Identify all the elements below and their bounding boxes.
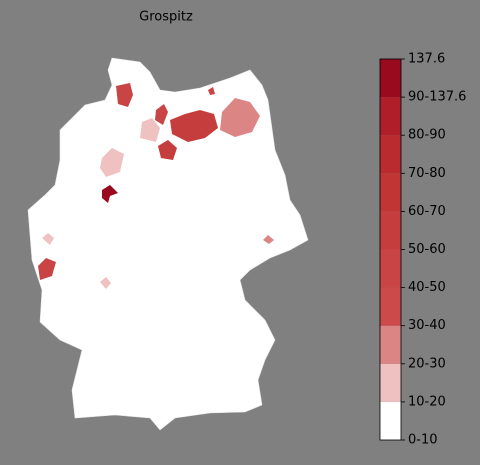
colorbar-segment <box>380 211 401 250</box>
colorbar-tick-label: 20-30 <box>408 356 446 371</box>
colorbar-tick-label: 40-50 <box>408 280 446 295</box>
colorbar-segment <box>380 59 401 98</box>
region <box>263 235 274 244</box>
region <box>208 87 215 95</box>
region <box>100 277 111 289</box>
colorbar-segment <box>380 135 401 174</box>
colorbar-segment <box>380 249 401 288</box>
region <box>100 148 124 177</box>
colorbar-segment <box>380 401 401 440</box>
region <box>220 98 260 137</box>
colorbar-tick-label: 10-20 <box>408 394 446 409</box>
region <box>116 83 133 107</box>
colorbar-segment <box>380 325 401 364</box>
region <box>140 118 160 142</box>
region <box>158 140 177 160</box>
colorbar-tick-label: 60-70 <box>408 204 446 219</box>
colorbar-tick-label: 30-40 <box>408 318 446 333</box>
colorbar-tick-label: 80-90 <box>408 128 446 143</box>
region <box>155 104 168 125</box>
germany-map <box>27 57 309 431</box>
region <box>38 258 56 280</box>
colorbar-segment <box>380 97 401 136</box>
colorbar-segment <box>380 363 401 402</box>
region <box>42 233 54 245</box>
region <box>170 110 218 142</box>
map-title: Grospitz <box>139 10 193 25</box>
colorbar-segment <box>380 287 401 326</box>
region <box>102 185 118 203</box>
country-outline <box>27 57 309 431</box>
colorbar-tick-label: 50-60 <box>408 242 446 257</box>
colorbar: 0-10 10-20 20-30 30-40 40-50 50-60 60-70 70-80 8… <box>379 52 466 448</box>
colorbar-segment <box>380 173 401 212</box>
colorbar-tick-label: 90-137.6 <box>408 90 466 105</box>
colorbar-tick-label: 0-10 <box>408 433 438 448</box>
colorbar-tick-label: 137.6 <box>408 52 445 67</box>
colorbar-tick-label: 70-80 <box>408 166 446 181</box>
